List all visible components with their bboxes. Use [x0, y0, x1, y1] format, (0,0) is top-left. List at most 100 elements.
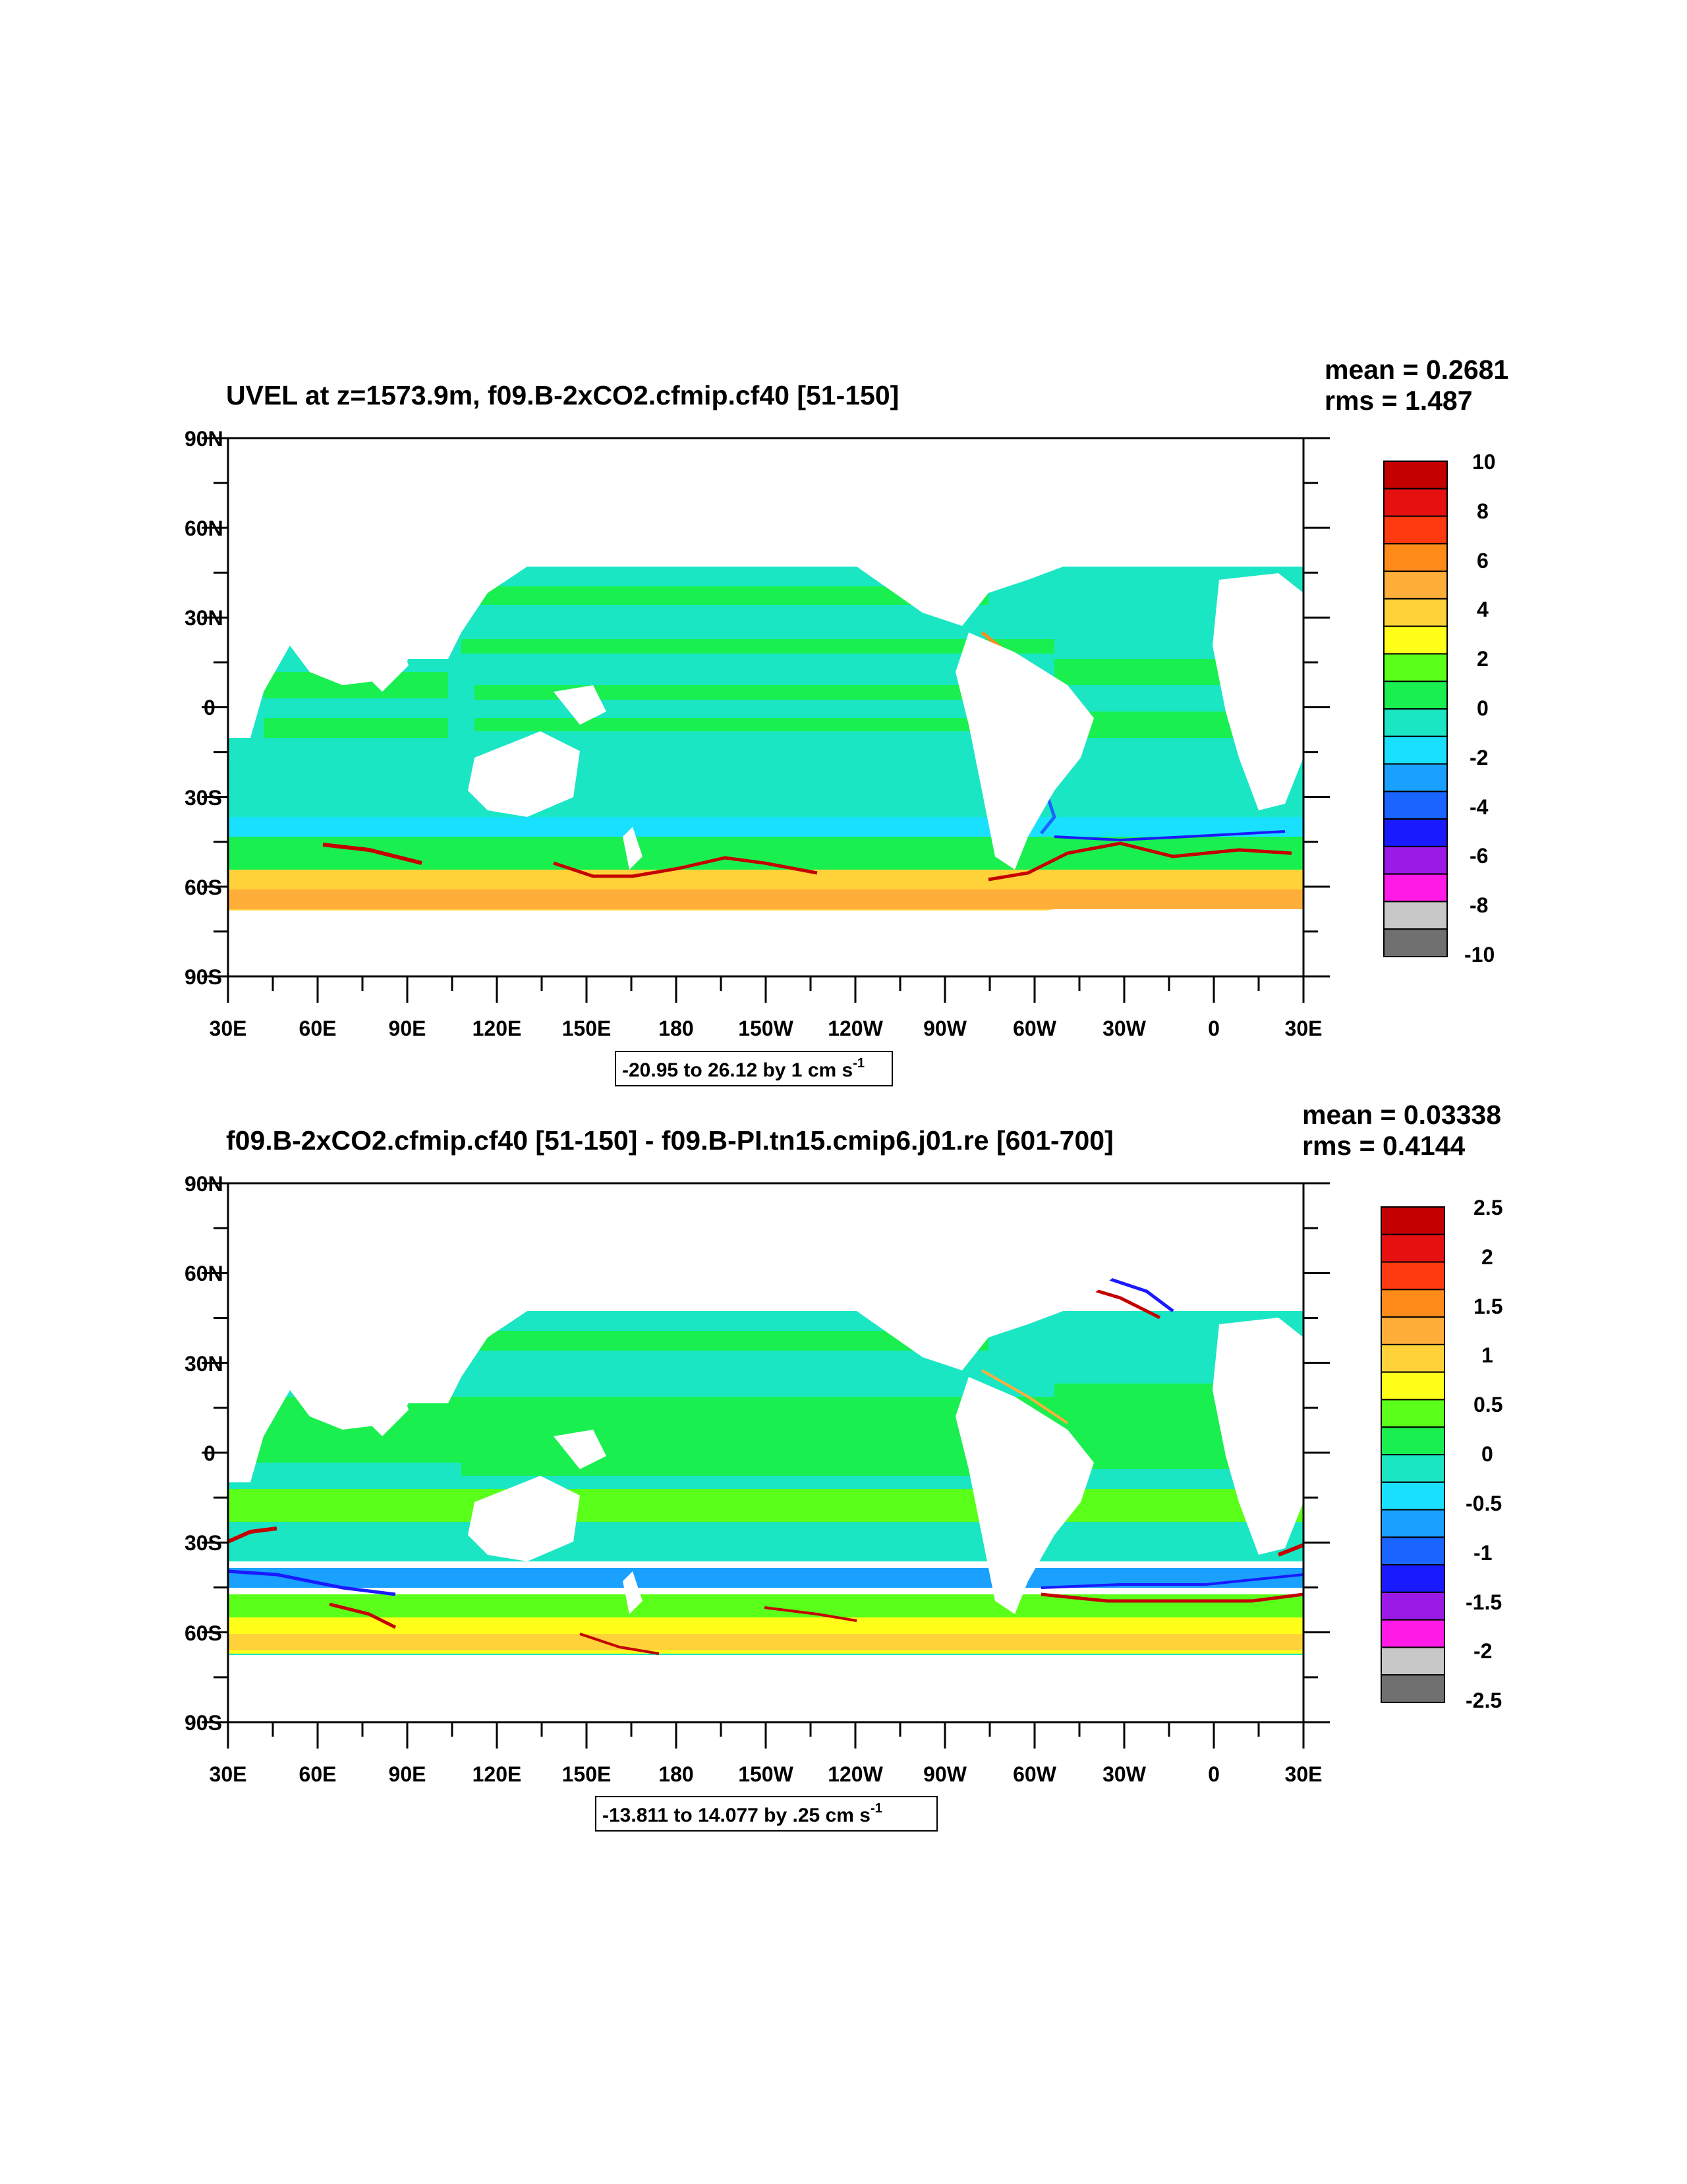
lon-label: 60W	[1013, 1762, 1057, 1786]
colorbar-label: 0	[1477, 696, 1489, 720]
panel-2-map	[228, 1183, 1303, 1722]
panel-2-lat-labels: 90N 60N 30N 0 30S 60S 90S	[185, 1172, 223, 1735]
panel-1-colorbar	[1383, 461, 1448, 957]
panel-1-lon-labels: 30E 60E 90E 120E 150E 180 150W 120W 90W …	[210, 1017, 1323, 1040]
lon-label: 150W	[738, 1762, 793, 1786]
lon-label: 90E	[389, 1017, 426, 1040]
colorbar-label: 10	[1472, 450, 1496, 474]
lon-label: 0	[1208, 1017, 1220, 1040]
colorbar-swatch	[1381, 1481, 1445, 1511]
lat-label: 90N	[185, 427, 223, 451]
lat-label: 60S	[185, 1621, 222, 1645]
panel-1-info-box: -20.95 to 26.12 by 1 cm s-1	[615, 1051, 893, 1086]
colorbar-swatch	[1383, 763, 1448, 793]
colorbar-label: 1.5	[1473, 1295, 1502, 1318]
colorbar-swatch	[1381, 1206, 1445, 1235]
colorbar-swatch	[1383, 625, 1448, 655]
lon-label: 0	[1208, 1762, 1220, 1786]
panel-2: f09.B-2xCO2.cfmip.cf40 [51-150] - f09.B-…	[185, 1100, 1502, 1832]
colorbar-label: -2	[1473, 1639, 1492, 1663]
colorbar-swatch	[1383, 515, 1448, 545]
colorbar-swatch	[1381, 1564, 1445, 1593]
panel-1-info-text: -20.95 to 26.12 by 1 cm s	[622, 1059, 853, 1081]
colorbar-label: 2.5	[1473, 1196, 1502, 1219]
colorbar-label: 0	[1481, 1442, 1493, 1466]
lon-label: 120W	[828, 1017, 883, 1040]
lon-label: 120E	[472, 1762, 522, 1786]
colorbar-swatch	[1383, 653, 1448, 683]
colorbar-swatch	[1381, 1316, 1445, 1345]
lon-label: 180	[658, 1762, 693, 1786]
colorbar-swatch	[1383, 845, 1448, 875]
colorbar-swatch	[1381, 1591, 1445, 1621]
lat-label: 30N	[185, 1352, 223, 1376]
colorbar-swatch	[1383, 818, 1448, 847]
lat-label: 60N	[185, 517, 223, 540]
colorbar-swatch	[1381, 1261, 1445, 1291]
colorbar-swatch	[1383, 735, 1448, 765]
colorbar-label: -1	[1473, 1541, 1492, 1565]
colorbar-swatch	[1381, 1289, 1445, 1318]
lon-label: 90E	[389, 1762, 426, 1786]
colorbar-label: 0.5	[1473, 1393, 1502, 1416]
colorbar-swatch	[1383, 681, 1448, 710]
lat-label: 90N	[185, 1172, 223, 1196]
colorbar-swatch	[1383, 488, 1448, 517]
colorbar-swatch	[1383, 873, 1448, 903]
colorbar-swatch	[1381, 1674, 1445, 1703]
lon-label: 30E	[1285, 1762, 1323, 1786]
colorbar-swatch	[1383, 708, 1448, 737]
lat-label: 60N	[185, 1262, 223, 1285]
panel-1-rms: rms = 1.487	[1325, 385, 1473, 416]
panel-2-colorbar-labels: 2.5 2 1.5 1 0.5 0 -0.5 -1 -1.5 -2 -2.5	[1466, 1196, 1502, 1712]
panel-2-info-sup: -1	[871, 1801, 882, 1816]
panel-2-colorbar	[1381, 1206, 1445, 1703]
panel-2-info-text: -13.811 to 14.077 by .25 cm s	[602, 1805, 871, 1826]
panel-2-title: f09.B-2xCO2.cfmip.cf40 [51-150] - f09.B-…	[226, 1125, 1114, 1156]
panel-1-info-sup: -1	[853, 1056, 865, 1071]
panel-1-colorbar-labels: 10 8 6 4 2 0 -2 -4 -6 -8 -10	[1464, 450, 1496, 966]
panel-2-lon-labels: 30E 60E 90E 120E 150E 180 150W 120W 90W …	[210, 1762, 1323, 1786]
lon-label: 150W	[738, 1017, 793, 1040]
panel-1: UVEL at z=1573.9m, f09.B-2xCO2.cfmip.cf4…	[185, 354, 1508, 1086]
lat-label: 90S	[185, 965, 222, 989]
colorbar-label: -0.5	[1466, 1492, 1502, 1515]
panel-1-mean: mean = 0.2681	[1325, 354, 1508, 385]
lon-label: 90W	[923, 1017, 967, 1040]
lat-label: 60S	[185, 876, 222, 899]
lat-label: 30N	[185, 606, 223, 630]
colorbar-swatch	[1381, 1646, 1445, 1676]
colorbar-label: -1.5	[1466, 1590, 1502, 1614]
colorbar-swatch	[1383, 543, 1448, 573]
colorbar-swatch	[1383, 571, 1448, 600]
lon-label: 180	[658, 1017, 693, 1040]
colorbar-label: -10	[1464, 943, 1495, 966]
colorbar-label: 6	[1477, 549, 1489, 573]
lon-label: 60W	[1013, 1017, 1057, 1040]
lon-label: 30W	[1102, 1017, 1147, 1040]
colorbar-swatch	[1383, 461, 1448, 490]
colorbar-swatch	[1383, 598, 1448, 627]
colorbar-swatch	[1381, 1509, 1445, 1538]
lon-label: 30E	[210, 1017, 247, 1040]
colorbar-swatch	[1383, 901, 1448, 930]
lon-label: 60E	[299, 1017, 337, 1040]
colorbar-swatch	[1381, 1233, 1445, 1263]
colorbar-label: -2.5	[1466, 1689, 1502, 1712]
colorbar-swatch	[1381, 1454, 1445, 1483]
colorbar-label: 4	[1477, 598, 1489, 621]
lat-label: 0	[204, 696, 215, 719]
panel-2-info-box: -13.811 to 14.077 by .25 cm s-1	[595, 1796, 938, 1832]
colorbar-label: 2	[1477, 647, 1489, 671]
panel-2-rms: rms = 0.4144	[1302, 1131, 1466, 1161]
colorbar-swatch	[1381, 1399, 1445, 1428]
lon-label: 30E	[1285, 1017, 1323, 1040]
panel-1-map	[228, 438, 1303, 976]
colorbar-label: -8	[1470, 893, 1488, 917]
colorbar-label: -6	[1470, 844, 1488, 868]
panel-2-mean: mean = 0.03338	[1302, 1100, 1501, 1130]
lon-label: 60E	[299, 1762, 337, 1786]
lon-label: 90W	[923, 1762, 967, 1786]
colorbar-swatch	[1383, 928, 1448, 957]
